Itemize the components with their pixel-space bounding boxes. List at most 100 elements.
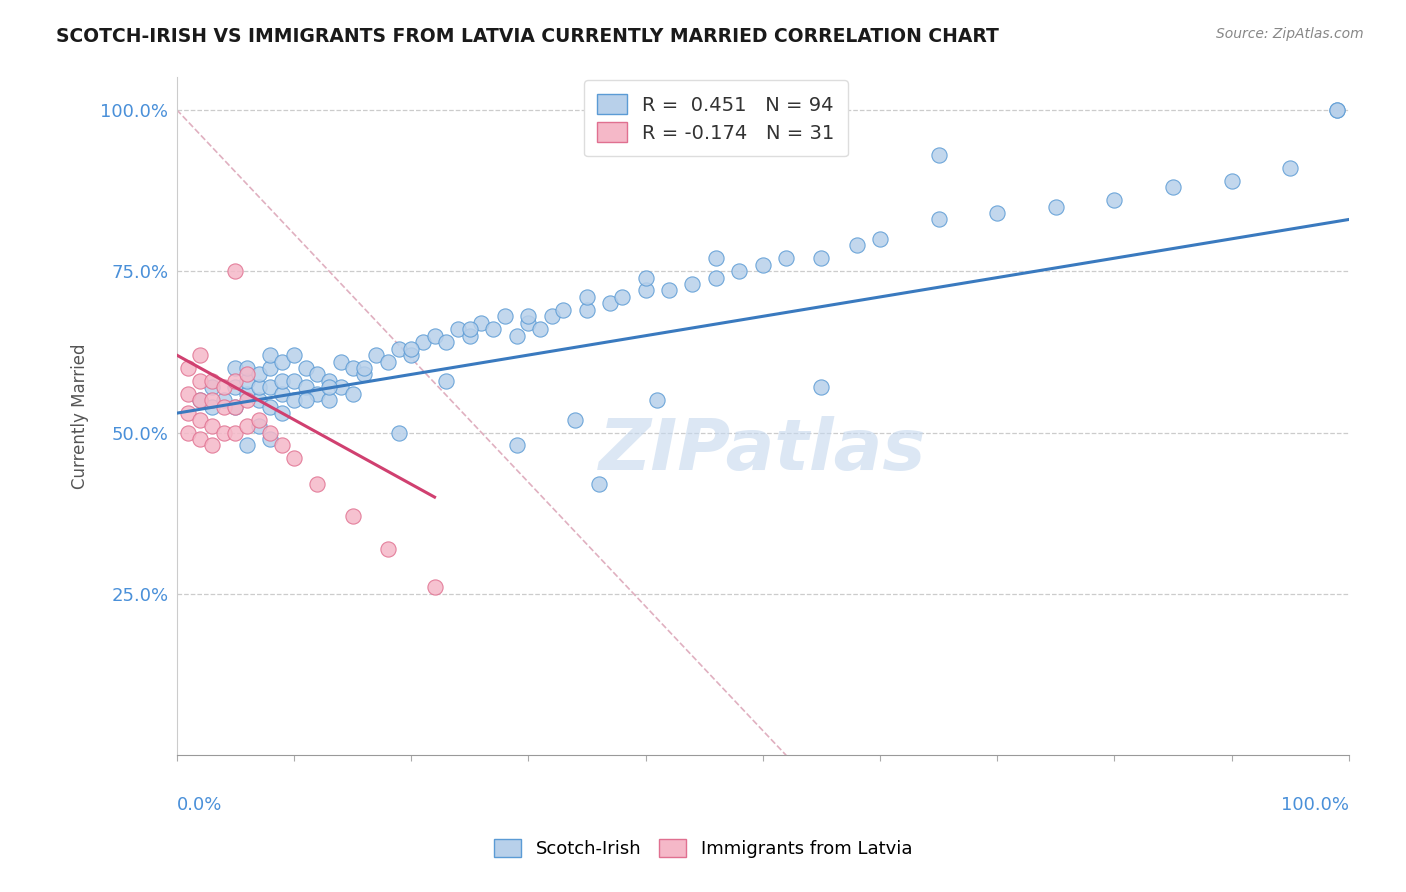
- Point: [575, 302, 598, 317]
- Point: [482, 322, 505, 336]
- Point: [259, 348, 281, 362]
- Point: [201, 393, 224, 408]
- Point: [364, 348, 387, 362]
- Point: [271, 354, 294, 368]
- Point: [599, 296, 621, 310]
- Point: [188, 348, 211, 362]
- Point: [188, 374, 211, 388]
- Point: [447, 322, 470, 336]
- Point: [434, 335, 457, 350]
- Point: [728, 264, 751, 278]
- Point: [775, 251, 797, 265]
- Point: [751, 258, 773, 272]
- Point: [294, 361, 316, 376]
- Point: [704, 251, 727, 265]
- Point: [259, 361, 281, 376]
- Point: [307, 386, 329, 401]
- Point: [201, 400, 224, 414]
- Point: [201, 374, 224, 388]
- Point: [810, 380, 832, 394]
- Point: [1104, 193, 1126, 207]
- Point: [177, 425, 200, 440]
- Point: [564, 412, 586, 426]
- Point: [704, 270, 727, 285]
- Point: [1220, 174, 1243, 188]
- Point: [307, 368, 329, 382]
- Text: 100.0%: 100.0%: [1281, 796, 1348, 814]
- Point: [399, 342, 422, 356]
- Point: [1279, 161, 1302, 175]
- Point: [177, 386, 200, 401]
- Point: [494, 310, 516, 324]
- Point: [353, 361, 375, 376]
- Point: [224, 380, 246, 394]
- Point: [517, 310, 540, 324]
- Point: [259, 400, 281, 414]
- Point: [271, 386, 294, 401]
- Point: [188, 432, 211, 446]
- Point: [553, 302, 575, 317]
- Point: [318, 380, 340, 394]
- Point: [236, 386, 259, 401]
- Point: [201, 380, 224, 394]
- Point: [377, 541, 399, 556]
- Point: [458, 328, 481, 343]
- Point: [529, 322, 551, 336]
- Point: [353, 368, 375, 382]
- Point: [212, 400, 235, 414]
- Point: [212, 393, 235, 408]
- Point: [342, 509, 364, 524]
- Text: SCOTCH-IRISH VS IMMIGRANTS FROM LATVIA CURRENTLY MARRIED CORRELATION CHART: SCOTCH-IRISH VS IMMIGRANTS FROM LATVIA C…: [56, 27, 1000, 45]
- Point: [236, 361, 259, 376]
- Point: [645, 393, 668, 408]
- Point: [224, 361, 246, 376]
- Point: [271, 406, 294, 420]
- Point: [247, 380, 270, 394]
- Point: [177, 361, 200, 376]
- Point: [342, 386, 364, 401]
- Point: [588, 477, 610, 491]
- Point: [434, 374, 457, 388]
- Point: [928, 148, 950, 162]
- Text: ZIPatlas: ZIPatlas: [599, 416, 927, 484]
- Point: [259, 432, 281, 446]
- Point: [423, 328, 446, 343]
- Point: [201, 419, 224, 434]
- Point: [1326, 103, 1348, 117]
- Text: 0.0%: 0.0%: [177, 796, 222, 814]
- Point: [307, 477, 329, 491]
- Point: [634, 270, 657, 285]
- Point: [247, 419, 270, 434]
- Point: [329, 354, 352, 368]
- Point: [294, 393, 316, 408]
- Point: [329, 380, 352, 394]
- Point: [212, 380, 235, 394]
- Point: [986, 206, 1008, 220]
- Point: [658, 284, 681, 298]
- Point: [634, 284, 657, 298]
- Point: [505, 328, 527, 343]
- Point: [505, 438, 527, 452]
- Point: [399, 348, 422, 362]
- Point: [236, 368, 259, 382]
- Point: [247, 393, 270, 408]
- Point: [224, 400, 246, 414]
- Point: [869, 232, 891, 246]
- Point: [540, 310, 562, 324]
- Point: [318, 374, 340, 388]
- Point: [236, 393, 259, 408]
- Point: [247, 412, 270, 426]
- Point: [1161, 180, 1184, 194]
- Point: [928, 212, 950, 227]
- Point: [1045, 200, 1067, 214]
- Point: [236, 419, 259, 434]
- Point: [810, 251, 832, 265]
- Point: [517, 316, 540, 330]
- Point: [224, 264, 246, 278]
- Point: [1326, 103, 1348, 117]
- Point: [388, 425, 411, 440]
- Point: [259, 380, 281, 394]
- Point: [224, 400, 246, 414]
- Point: [610, 290, 633, 304]
- Point: [271, 374, 294, 388]
